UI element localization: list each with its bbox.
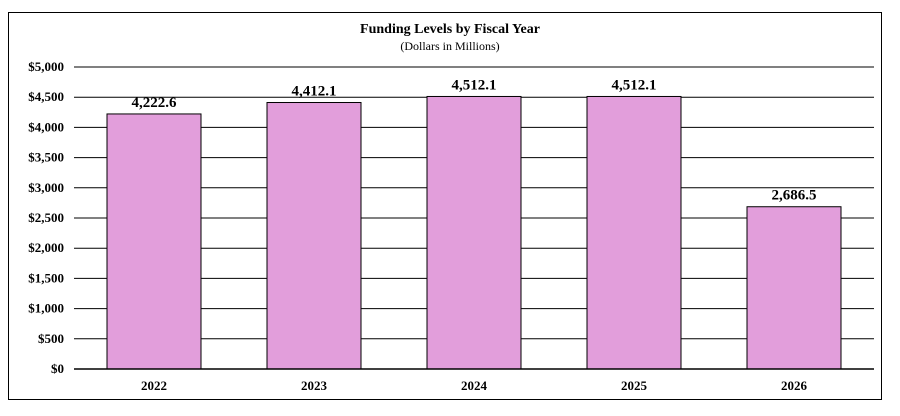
data-label-2025: 4,512.1	[612, 77, 657, 93]
y-tick-label: $4,500	[28, 89, 64, 104]
data-label-2022: 4,222.6	[132, 95, 178, 111]
y-tick-label: $5,000	[28, 59, 64, 74]
y-tick-label: $3,000	[28, 180, 64, 195]
x-tick-label: 2023	[301, 378, 328, 393]
bar-2022	[106, 113, 202, 370]
x-tick-label: 2026	[781, 378, 808, 393]
bar-2024	[426, 95, 522, 370]
bar-2026	[746, 206, 842, 370]
bar-2025	[586, 95, 682, 370]
x-tick-label: 2024	[461, 378, 488, 393]
data-label-2026: 2,686.5	[772, 188, 817, 204]
data-label-2023: 4,412.1	[292, 84, 337, 100]
y-tick-label: $1,500	[28, 270, 64, 285]
y-tick-label: $2,000	[28, 240, 64, 255]
bar-2023	[266, 102, 362, 370]
data-label-2024: 4,512.1	[452, 77, 497, 93]
y-tick-label: $4,000	[28, 119, 64, 134]
y-tick-label: $3,500	[28, 150, 64, 165]
x-tick-label: 2022	[141, 378, 167, 393]
y-tick-label: $1,000	[28, 301, 64, 316]
y-tick-label: $500	[38, 331, 64, 346]
x-tick-label: 2025	[621, 378, 648, 393]
y-tick-label: $0	[51, 361, 64, 376]
chart-title: Funding Levels by Fiscal Year	[360, 22, 540, 37]
y-tick-label: $2,500	[28, 210, 64, 225]
chart-subtitle: (Dollars in Millions)	[400, 39, 500, 53]
